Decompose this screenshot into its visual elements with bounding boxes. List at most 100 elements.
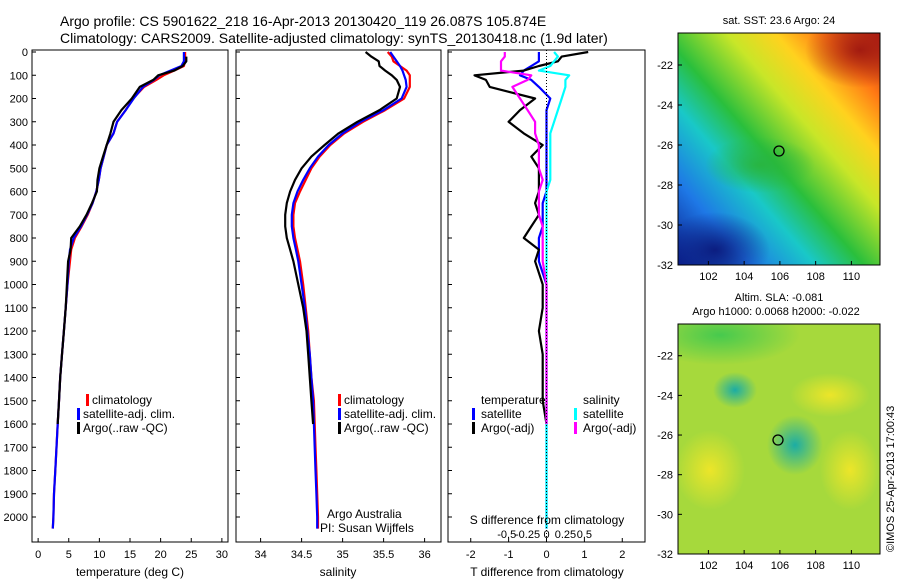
sla-yellow-east [820,430,880,510]
legend-swatch-argo [338,422,341,434]
depth-tick-label: 1600 [4,419,28,431]
s-diff-tick-label: 0.25 [555,529,576,541]
temperature-plot [51,52,188,529]
legend-label-t-satellite: satellite [481,407,522,421]
x-tick-label: 35.5 [373,549,394,561]
s-diff-tick-label: 0.5 [577,529,592,541]
depth-tick-label: 500 [10,163,28,175]
sla-teal-eddy [767,415,823,475]
legend-swatch-climatology [86,394,89,406]
legend-swatch-climatology [338,394,341,406]
legend-label-climatology: climatology [344,393,404,407]
difference-plot [473,50,589,542]
map-y-tick-label: -28 [657,470,673,482]
legend-swatch-satellite [77,408,80,420]
sla-map-image [678,324,880,554]
depth-tick-label: 0 [22,47,28,59]
depth-tick-label: 400 [10,140,28,152]
depth-tick-label: 100 [10,70,28,82]
legend-label-satellite: satellite-adj. clim. [83,407,175,421]
legend-label-argo: Argo(..raw -QC) [83,421,168,435]
map-y-tick-label: -26 [657,430,673,442]
map-x-tick-label: 102 [699,271,717,283]
x-tick-label: 30 [216,549,228,561]
map-x-tick-label: 104 [735,271,753,283]
difference-x-axis: -2 -1 0 1 2 [466,538,625,561]
map-y-tick-label: -24 [657,100,673,112]
x-tick-label: 34 [254,549,266,561]
map-y-tick-label: -30 [657,509,673,521]
x-tick-label: 35 [336,549,348,561]
legend-swatch-t-satellite [472,408,475,420]
x-tick-label: 34.5 [291,549,312,561]
x-tick-label: 10 [93,549,105,561]
series-line-argo-raw-qc- [284,51,402,425]
map-y-tick-label: -32 [657,549,673,561]
x-tick-label: 0 [543,549,549,561]
map-y-tick-label: -32 [657,260,673,272]
legend-label-satellite: satellite-adj. clim. [344,407,436,421]
legend-label-climatology: climatology [92,393,152,407]
sst-cold-patch [678,212,770,265]
legend-title-salinity: salinity [583,393,620,407]
x-tick-label: -1 [504,549,514,561]
depth-tick-label: 1700 [4,442,28,454]
depth-tick-label: 300 [10,117,28,129]
map-x-tick-label: 106 [771,271,789,283]
figure-title-line2: Climatology: CARS2009. Satellite-adjuste… [60,30,608,46]
legend-label-t-argo: Argo(-adj) [481,421,534,435]
figure-title-line1: Argo profile: CS 5901622_218 16-Apr-2013… [60,13,546,29]
sla-map-axes: 102 104 106 108 110 -22 -24 -26 -28 -30 -32 [657,351,860,572]
legend-label-s-argo: Argo(-adj) [583,421,636,435]
sla-map-subtitle: Argo h1000: 0.0068 h2000: -0.022 [692,306,860,318]
legend-swatch-s-satellite [574,408,577,420]
sst-green-band [705,137,815,193]
depth-tick-label: 700 [10,210,28,222]
map-y-tick-label: -26 [657,140,673,152]
temperature-x-axis: 0 5 10 15 20 25 30 [35,538,228,561]
x-tick-label: 20 [155,549,167,561]
x-tick-label: 25 [185,549,197,561]
sla-map-title: Altim. SLA: -0.081 [735,292,824,304]
salinity-panel-frame [235,49,442,543]
sst-map-image [678,33,880,265]
sla-green-top [678,324,800,365]
salinity-xlabel: salinity [320,565,357,579]
map-x-tick-label: 102 [699,560,717,572]
map-x-tick-label: 110 [843,560,861,572]
map-x-tick-label: 110 [843,271,861,283]
s-diff-tick-label: 0 [543,529,549,541]
depth-axis: 0 100 200 300 400 500 600 700 800 900 1000 1100 1200… [4,47,452,524]
map-y-tick-label: -28 [657,180,673,192]
depth-tick-label: 600 [10,187,28,199]
map-x-tick-label: 108 [806,271,824,283]
depth-tick-label: 800 [10,233,28,245]
pi-note: PI: Susan Wijffels [320,521,414,535]
series-line-satellite-adj-clim- [51,52,185,529]
temperature-xlabel: temperature (deg C) [76,565,184,579]
sla-argo-marker [772,434,784,446]
legend-label-argo: Argo(..raw -QC) [344,421,429,435]
salinity-legend: climatology satellite-adj. clim. Argo(..… [338,393,436,435]
imos-stamp: ©IMOS 25-Apr-2013 17:00:43 [885,406,897,552]
s-diff-tick-label: -0.25 [515,529,540,541]
s-difference-ticks: -0.5-0.25 0 0.25 0.5 [497,529,592,541]
depth-tick-label: 1000 [4,280,28,292]
depth-tick-label: 1500 [4,396,28,408]
depth-tick-label: 1400 [4,373,28,385]
x-tick-label: 1 [581,549,587,561]
sst-map-axes: 102 104 106 108 110 -22 -24 -26 -28 -30 -32 [657,60,860,283]
x-tick-label: 15 [124,549,136,561]
legend-title-temperature: temperature [481,393,546,407]
map-y-tick-label: -22 [657,60,673,72]
series-line-climatology [51,52,187,529]
legend-swatch-argo [77,422,80,434]
argo-australia-note: Argo Australia [327,507,402,521]
sla-yellow-west [678,430,745,510]
series-line-satellite-adj-clim- [290,51,408,529]
depth-tick-label: 200 [10,94,28,106]
temperature-legend: climatology satellite-adj. clim. Argo(..… [77,393,175,435]
legend-label-s-satellite: satellite [583,407,624,421]
map-x-tick-label: 106 [771,560,789,572]
